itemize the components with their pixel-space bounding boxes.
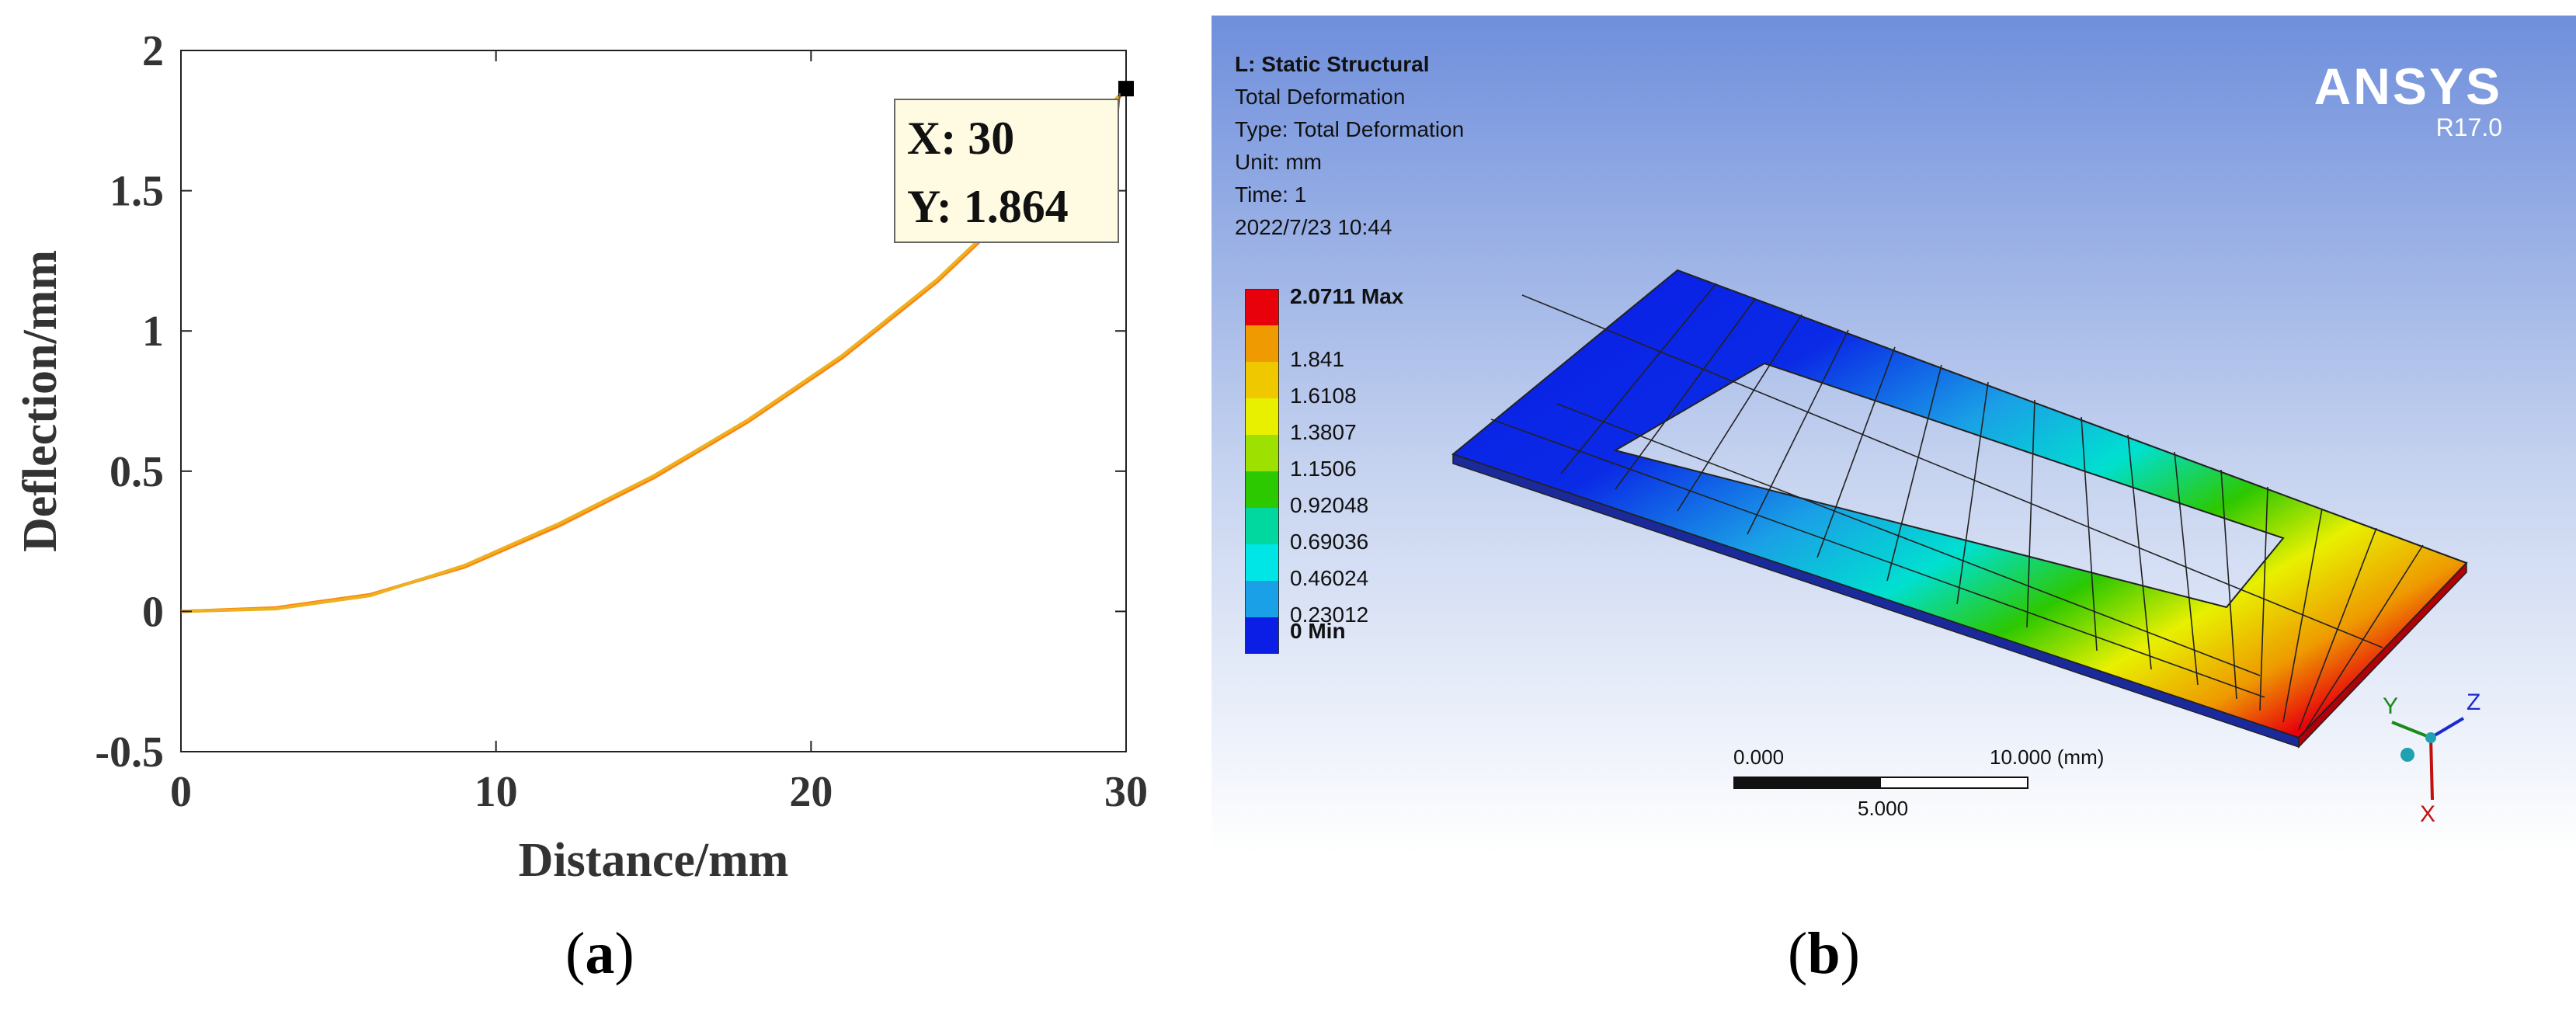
legend-label: 1.3807 bbox=[1290, 420, 1357, 444]
plot-frame bbox=[180, 50, 1127, 752]
legend-swatch bbox=[1245, 581, 1279, 617]
legend-swatch bbox=[1245, 508, 1279, 544]
brand-name: ANSYS bbox=[2314, 57, 2502, 115]
ansys-brand: ANSYS R17.0 bbox=[2314, 61, 2502, 143]
triad-y-label: Y bbox=[2383, 693, 2399, 719]
datatip-box bbox=[894, 99, 1119, 243]
x-axis-label: Distance/mm bbox=[519, 834, 789, 887]
result-timestamp: 2022/7/23 10:44 bbox=[1235, 215, 1392, 239]
chart-datatip: X: 30 Y: 1.864 bbox=[894, 81, 1134, 243]
chart-ticks: 0 10 20 30-0.500.511.52Distance/mmDeflectio… bbox=[14, 27, 1148, 887]
legend-label: 1.6108 bbox=[1290, 384, 1357, 408]
datatip-x-text: X: 30 bbox=[907, 113, 1014, 164]
panel-b-ansys-result: Y Z X (b) bbox=[1212, 0, 2576, 1014]
chart-axes bbox=[180, 50, 1127, 752]
scale-bar-fill bbox=[1735, 778, 1881, 787]
legend-swatch bbox=[1245, 471, 1279, 508]
caption-b: (b) bbox=[1788, 921, 1860, 986]
legend-label: 0.92048 bbox=[1290, 493, 1369, 517]
y-tick-label: -0.5 bbox=[95, 728, 164, 777]
triad-z-label: Z bbox=[2466, 690, 2481, 715]
legend-swatch bbox=[1245, 398, 1279, 435]
plate-right-edge bbox=[2298, 561, 2467, 749]
x-tick-label: 30 bbox=[1104, 768, 1148, 816]
legend-swatch bbox=[1245, 325, 1279, 362]
legend-label: 1.841 bbox=[1290, 347, 1345, 371]
result-info: L: Static Structural Total Deformation T… bbox=[1235, 48, 1464, 244]
legend-label: 1.1506 bbox=[1290, 457, 1357, 481]
legend-label: 0.69036 bbox=[1290, 530, 1369, 554]
y-tick-label: 1 bbox=[142, 307, 164, 356]
y-axis-label: Deflection/mm bbox=[14, 250, 67, 552]
y-tick-label: 1.5 bbox=[110, 168, 164, 216]
legend-label: 2.0711 Max bbox=[1290, 284, 1404, 308]
legend-swatch bbox=[1245, 289, 1279, 325]
mesh-lines bbox=[1490, 283, 2424, 735]
deflection-chart: 0 10 20 30-0.500.511.52Distance/mmDeflectio… bbox=[14, 27, 1148, 887]
result-unit: Unit: mm bbox=[1235, 150, 1322, 174]
x-tick-label: 0 bbox=[170, 768, 192, 816]
caption-a: (a) bbox=[565, 921, 634, 986]
scale-mid-label: 5.000 bbox=[1858, 797, 1909, 820]
y-tick-label: 2 bbox=[142, 27, 164, 75]
datatip-y-text: Y: 1.864 bbox=[907, 181, 1069, 232]
scale-left-label: 0.000 bbox=[1733, 745, 1785, 769]
legend-swatch bbox=[1245, 362, 1279, 398]
triad-x-label: X bbox=[2420, 801, 2436, 827]
series-line-2 bbox=[180, 87, 1128, 613]
legend-swatch bbox=[1245, 617, 1279, 654]
datatip-pointer bbox=[1118, 93, 1121, 111]
datatip-marker bbox=[1118, 81, 1134, 97]
panel-a-deflection-chart: 0 10 20 30 -0.5 0 0.5 1 1.5 2 Distance/mm Deflectio… bbox=[0, 0, 1212, 1014]
y-tick-label: 0.5 bbox=[110, 448, 164, 496]
brand-version: R17.0 bbox=[2435, 113, 2502, 141]
result-type: Type: Total Deformation bbox=[1235, 117, 1465, 141]
x-tick-label: 20 bbox=[789, 768, 833, 816]
chart-series bbox=[180, 87, 1128, 613]
legend-swatch bbox=[1245, 435, 1279, 471]
legend-label: 0.46024 bbox=[1290, 566, 1369, 590]
result-time: Time: 1 bbox=[1235, 182, 1307, 207]
coordinate-triad bbox=[2391, 717, 2465, 801]
legend-label: 0.23012 bbox=[1290, 603, 1369, 627]
legend-label: 0 Min bbox=[1290, 619, 1346, 643]
analysis-title: L: Static Structural bbox=[1235, 52, 1430, 76]
scale-right-label: 10.000 (mm) bbox=[1990, 745, 2105, 769]
legend-swatch bbox=[1245, 544, 1279, 581]
y-tick-label: 0 bbox=[142, 588, 164, 636]
x-tick-label: 10 bbox=[475, 768, 518, 816]
result-name: Total Deformation bbox=[1235, 85, 1406, 109]
viewport-background bbox=[1212, 16, 2576, 854]
scale-bar-track bbox=[1733, 777, 2028, 789]
ansys-viewport bbox=[1212, 16, 2576, 854]
